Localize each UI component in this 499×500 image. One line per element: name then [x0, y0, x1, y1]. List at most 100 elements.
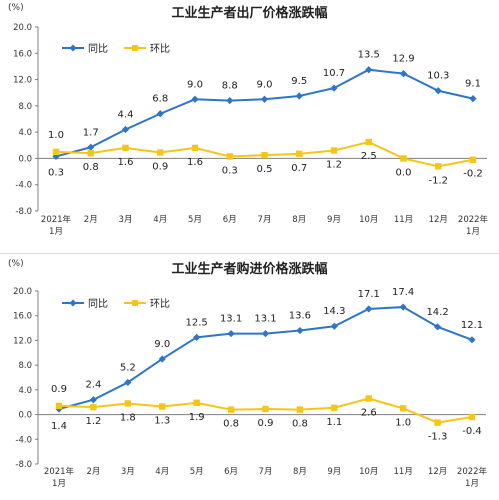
data-point-yoy	[89, 396, 98, 404]
data-point-mom	[330, 147, 338, 154]
data-point-mom	[296, 406, 304, 413]
x-tick-label: 4月	[153, 215, 167, 225]
legend-label: 环比	[150, 298, 170, 310]
data-point-mom	[262, 405, 269, 413]
data-label-mom: 1.2	[85, 416, 101, 427]
data-point-mom	[400, 155, 407, 162]
data-label-mom: 0.8	[223, 419, 239, 430]
data-label-mom: 0.3	[222, 165, 238, 176]
data-label-mom: 0.9	[152, 162, 168, 173]
x-tick-label: 2月	[84, 215, 98, 225]
data-point-mom	[296, 150, 303, 158]
unit-label: (%)	[8, 3, 24, 13]
data-label-mom: 0.9	[51, 384, 67, 395]
data-label-mom: 1.8	[120, 412, 136, 423]
data-label-mom: 0.9	[258, 418, 274, 429]
y-tick-label: 0.0	[18, 154, 32, 164]
data-point-yoy	[330, 84, 338, 92]
x-tick-label: 1月	[52, 479, 66, 489]
data-point-yoy	[468, 336, 476, 344]
x-tick-label: 2021年	[44, 466, 75, 477]
y-tick-label: -4.0	[15, 435, 32, 445]
legend-label: 环比	[150, 43, 170, 55]
data-label-yoy: 13.1	[220, 314, 242, 325]
legend-marker	[132, 45, 138, 51]
x-tick-label: 8月	[292, 215, 306, 225]
legend-marker	[69, 299, 77, 307]
data-label-mom: 0.8	[83, 162, 99, 173]
data-label-mom: -0.4	[462, 426, 482, 437]
y-tick-label: 4.0	[18, 128, 32, 138]
data-label-yoy: 9.0	[154, 339, 170, 350]
data-label-mom: 0.7	[291, 163, 307, 174]
data-label-mom: 1.2	[326, 160, 342, 171]
x-tick-label: 9月	[327, 215, 341, 225]
data-label-yoy: 12.9	[392, 54, 414, 65]
data-label-mom: 2.5	[361, 151, 377, 162]
x-tick-label: 4月	[155, 467, 169, 477]
data-point-mom	[261, 151, 268, 159]
y-tick-label: 12.0	[13, 336, 32, 346]
y-tick-label: 8.0	[18, 361, 32, 371]
data-point-yoy	[227, 330, 235, 338]
unit-label: (%)	[8, 259, 24, 269]
legend-marker	[132, 300, 138, 306]
x-tick-label: 11月	[394, 215, 413, 225]
x-tick-label: 6月	[224, 467, 238, 477]
x-tick-label: 1月	[49, 227, 63, 237]
data-point-mom	[52, 148, 60, 156]
data-point-yoy	[226, 97, 234, 105]
data-point-yoy	[296, 326, 304, 335]
chart-panel-purchase: 工业生产者购进价格涨跌幅 (%) 20.0 16.0 12.0 8.0 4.0 0.0 -4.0…	[0, 253, 499, 495]
data-label-yoy: 1.7	[83, 127, 99, 138]
data-label-mom: 1.3	[154, 416, 170, 427]
x-tick-label: 6月	[223, 215, 237, 225]
chart-purchase-price: 工业生产者购进价格涨跌幅 (%) 20.0 16.0 12.0 8.0 4.0 0.0 -4.0…	[8, 259, 488, 489]
data-label-yoy: 6.8	[152, 94, 168, 105]
x-tick-label: 1月	[466, 227, 480, 237]
data-point-yoy	[330, 322, 338, 330]
data-point-mom	[159, 403, 166, 410]
data-point-yoy	[261, 330, 270, 338]
data-point-mom	[124, 400, 132, 407]
data-point-mom	[193, 399, 200, 407]
x-tick-label: 2022年	[458, 214, 489, 225]
data-label-yoy: 10.7	[323, 68, 345, 79]
data-label-mom: -0.2	[463, 169, 483, 180]
data-label-mom: 1.9	[189, 412, 205, 423]
y-tick-label: 8.0	[18, 102, 32, 112]
x-tick-label: 3月	[121, 467, 135, 477]
data-label-mom: 1.6	[187, 157, 203, 168]
data-label-yoy: 0.3	[48, 167, 64, 178]
data-point-yoy	[121, 125, 130, 134]
data-label-mom: 1.6	[118, 157, 134, 168]
y-tick-label: -8.0	[15, 207, 32, 217]
x-tick-label: 10月	[359, 215, 378, 225]
y-tick-label: 20.0	[13, 287, 32, 297]
x-tick-label: 12月	[428, 467, 447, 477]
data-label-yoy: 17.4	[392, 287, 414, 298]
x-tick-label: 12月	[429, 215, 448, 225]
data-point-mom	[468, 413, 476, 421]
data-point-mom	[331, 404, 338, 411]
data-label-yoy: 17.1	[358, 289, 380, 300]
data-point-yoy	[295, 92, 303, 100]
data-point-mom	[55, 402, 63, 410]
y-tick-label: 4.0	[18, 386, 32, 396]
data-point-mom	[87, 149, 94, 157]
data-label-yoy: 13.5	[358, 50, 380, 61]
data-label-mom: 1.0	[395, 417, 411, 428]
x-tick-label: 3月	[119, 215, 133, 225]
data-point-mom	[157, 149, 164, 156]
y-tick-label: 0.0	[18, 411, 32, 421]
data-label-mom: 2.6	[361, 408, 377, 419]
data-label-mom: 1.0	[48, 130, 64, 141]
legend-label: 同比	[88, 298, 108, 310]
x-tick-label: 2月	[86, 467, 100, 477]
data-label-yoy: 9.0	[257, 79, 273, 90]
x-tick-label: 8月	[293, 467, 307, 477]
data-label-yoy: 13.1	[254, 314, 276, 325]
y-tick-label: 12.0	[13, 76, 32, 86]
data-point-yoy	[399, 70, 408, 78]
